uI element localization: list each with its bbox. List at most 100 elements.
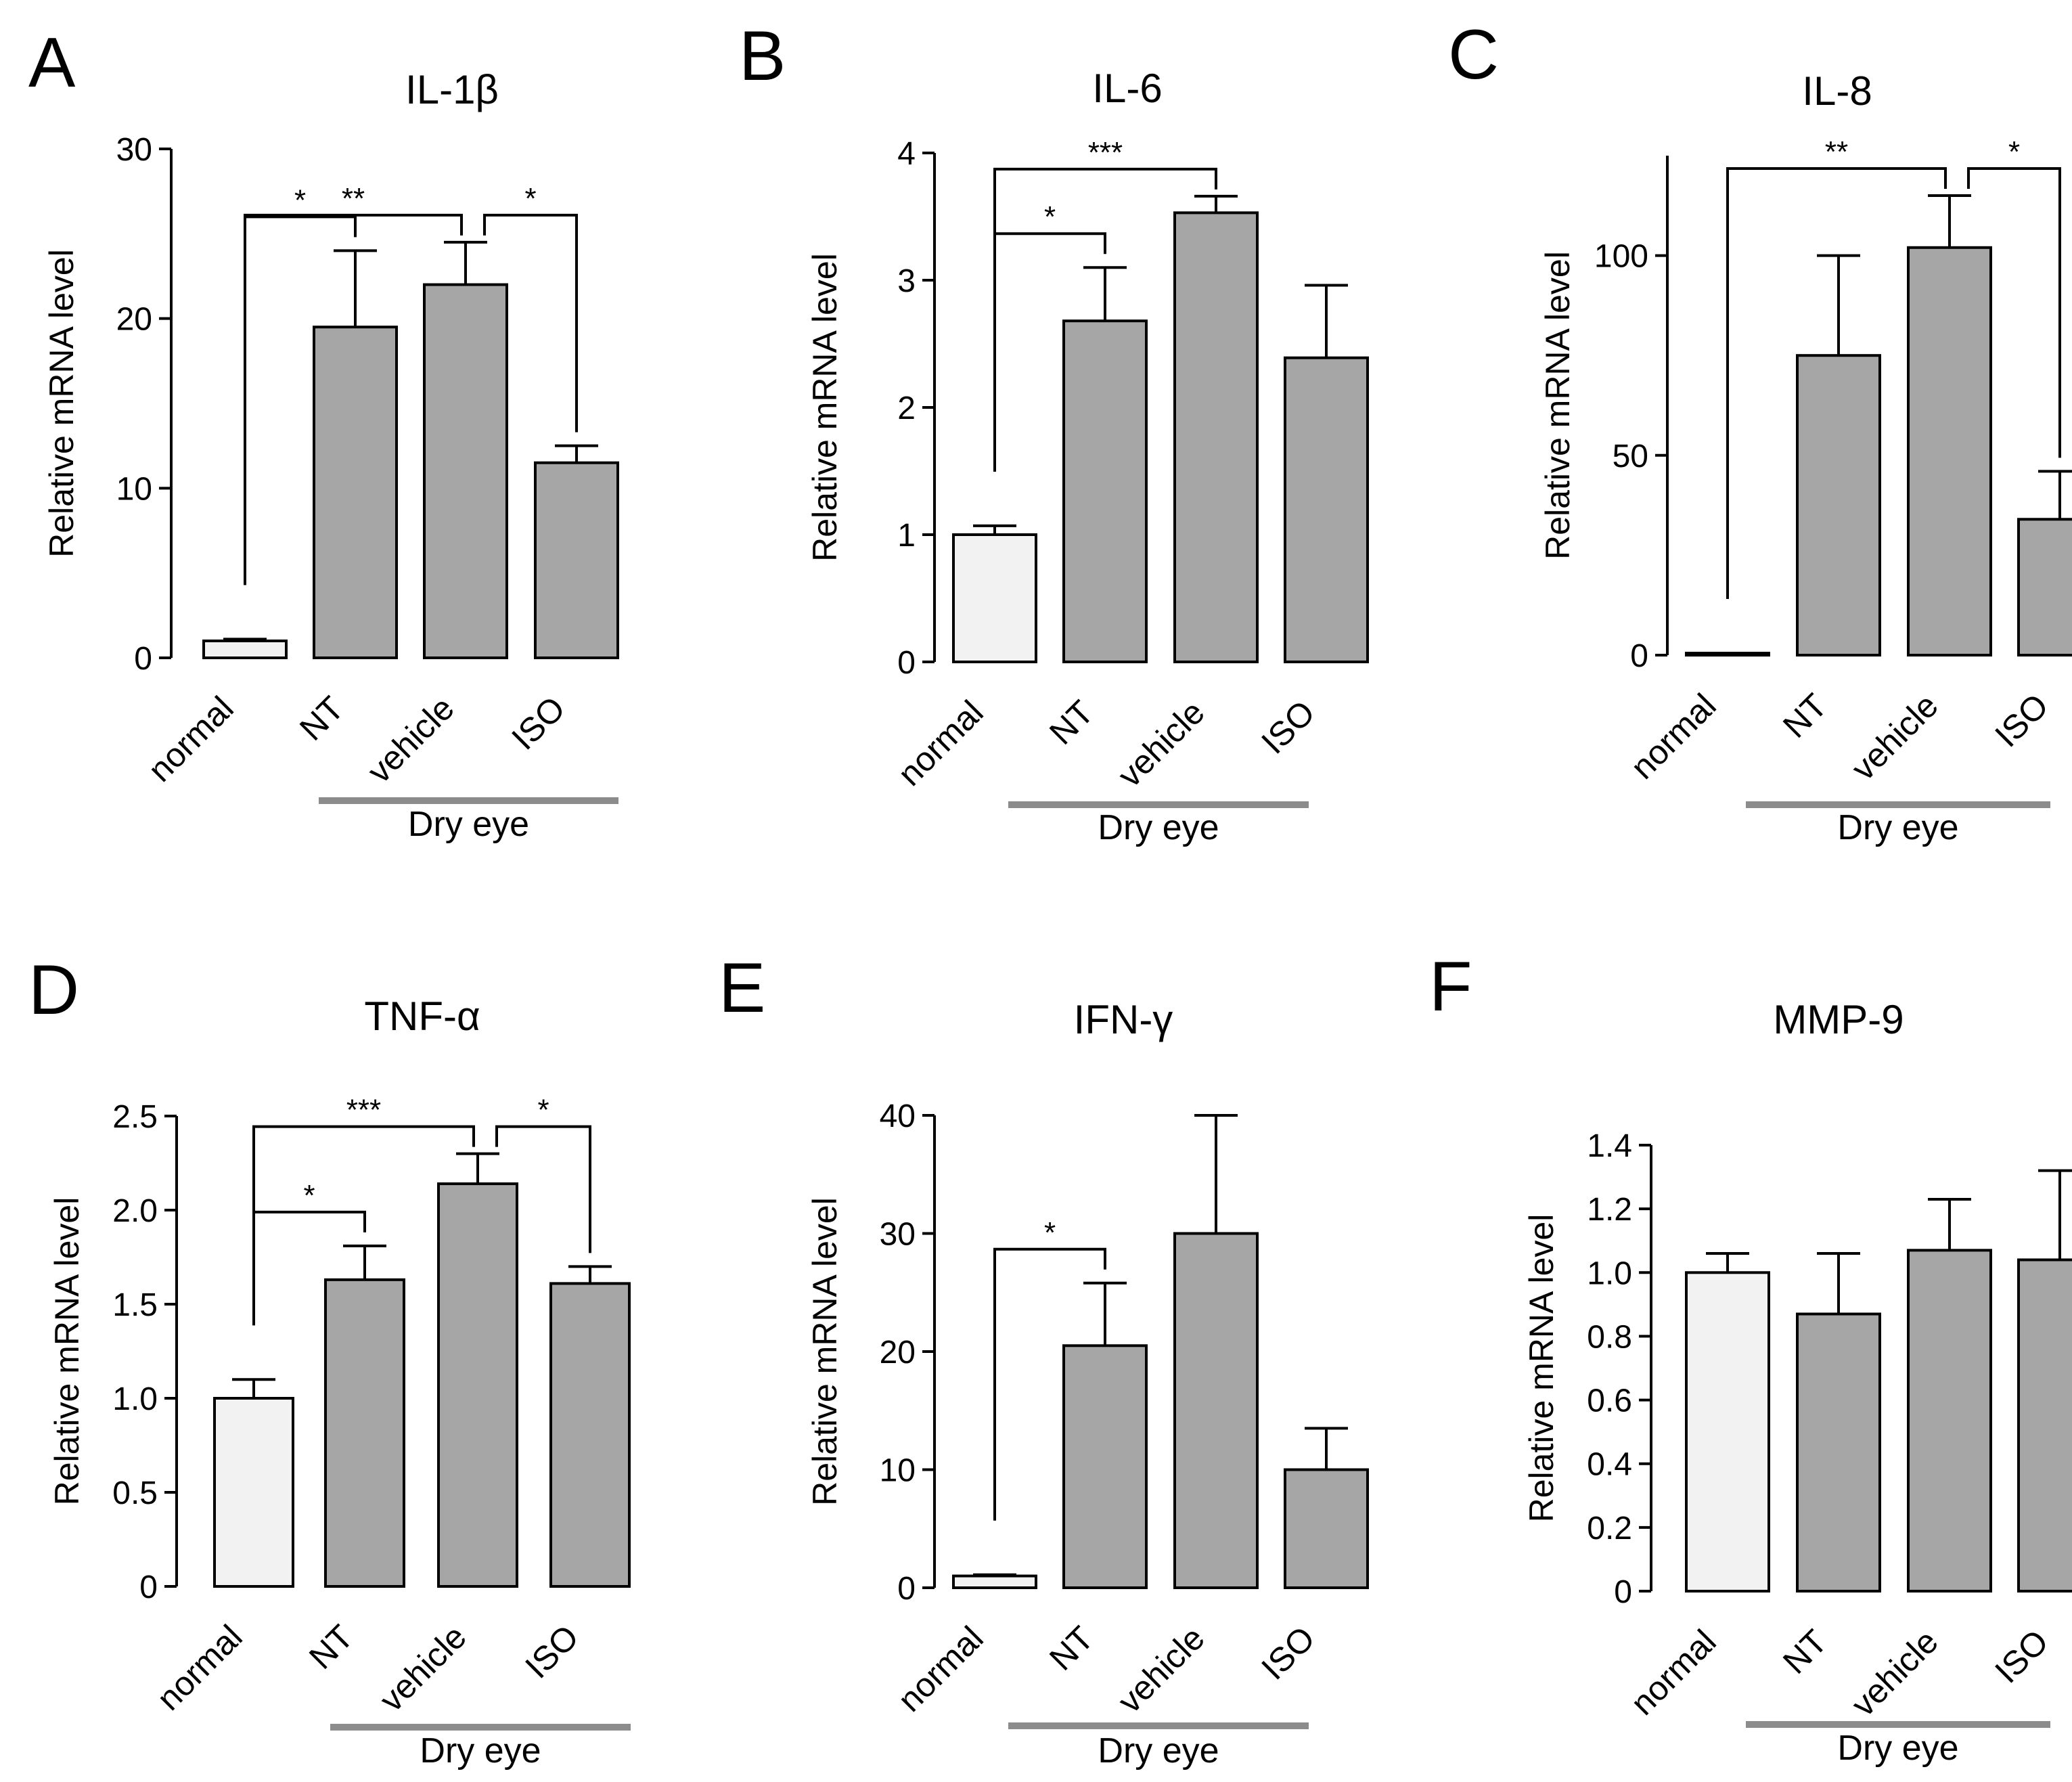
chart-title: MMP-9 xyxy=(1773,997,1904,1042)
bar-vehicle xyxy=(1907,1249,1992,1592)
panel-d: D TNF-α 0 0.5 1.0 1.5 2.0 2.5 Relative mRNA leve… xyxy=(28,951,631,1770)
y-tick-label: 0.8 xyxy=(1587,1319,1632,1355)
bar-vehicle xyxy=(437,1182,518,1588)
bar-vehicle xyxy=(423,283,508,659)
bar-nt xyxy=(1796,1312,1881,1592)
y-axis-label: Relative mRNA level xyxy=(806,253,844,562)
category-label-normal: normal xyxy=(891,1619,991,1719)
bar-nt xyxy=(1796,354,1881,656)
y-tick-label: 0 xyxy=(139,1569,158,1605)
y-tick-label: 2.5 xyxy=(112,1099,158,1135)
bar-iso xyxy=(2017,1258,2072,1592)
category-label-normal: normal xyxy=(1623,1622,1724,1722)
bar-nt xyxy=(1062,319,1148,663)
category-label-vehicle: vehicle xyxy=(372,1618,474,1719)
y-tick-label: 0.4 xyxy=(1587,1447,1632,1483)
significance-label: * xyxy=(2008,135,2020,169)
bar-normal xyxy=(1685,652,1770,657)
bar-normal xyxy=(213,1397,294,1588)
category-label-nt: NT xyxy=(1776,686,1834,745)
y-tick-label: 4 xyxy=(897,136,916,172)
group-label: Dry eye xyxy=(1098,808,1219,847)
panel-letter: A xyxy=(28,24,76,102)
chart-title: TNF-α xyxy=(364,994,480,1039)
y-tick-label: 0.6 xyxy=(1587,1383,1632,1419)
category-label-vehicle: vehicle xyxy=(1844,1622,1945,1724)
significance-label: ** xyxy=(1825,135,1848,169)
y-axis-label: Relative mRNA level xyxy=(1523,1214,1560,1523)
significance-bracket xyxy=(1726,167,1947,600)
y-tick-label: 1.4 xyxy=(1587,1128,1632,1164)
category-label-iso: ISO xyxy=(1254,1619,1322,1687)
group-label: Dry eye xyxy=(1098,1731,1219,1770)
category-label-nt: NT xyxy=(1042,693,1101,752)
significance-bracket xyxy=(252,1125,475,1326)
y-tick-label: 0 xyxy=(897,645,916,681)
panel-letter: F xyxy=(1429,948,1472,1026)
significance-label: * xyxy=(537,1094,549,1127)
category-label-iso: ISO xyxy=(518,1618,586,1686)
group-label: Dry eye xyxy=(1837,808,1958,847)
panel-a: A IL-1β 0 10 20 30 Relative mRNA level normal NT… xyxy=(28,24,619,844)
category-label-normal: normal xyxy=(141,689,241,789)
panel-letter: E xyxy=(719,949,765,1027)
significance-bracket xyxy=(244,213,463,585)
bar-nt xyxy=(324,1278,405,1588)
significance-bracket xyxy=(1967,167,2061,458)
significance-label: * xyxy=(294,183,306,217)
y-tick-label: 1.2 xyxy=(1587,1192,1632,1228)
chart-title: IL-1β xyxy=(405,67,499,112)
panel-letter: C xyxy=(1448,16,1499,94)
category-label-iso: ISO xyxy=(1254,693,1322,761)
bar-nt xyxy=(313,326,398,659)
category-label-nt: NT xyxy=(292,689,351,748)
panel-e: E IFN-γ 0 10 20 30 40 Relative mRNA level normal… xyxy=(719,949,1369,1770)
significance-label: * xyxy=(524,182,536,215)
y-tick-label: 50 xyxy=(1613,439,1648,474)
panel-b: B IL-6 0 1 2 3 4 Relative mRNA level normal NT veh… xyxy=(739,17,1369,847)
y-tick-label: 20 xyxy=(116,302,152,338)
chart-title: IL-6 xyxy=(1092,66,1162,111)
bar-iso xyxy=(534,461,619,659)
y-tick-label: 0 xyxy=(1630,638,1648,674)
significance-label: * xyxy=(1044,200,1056,233)
y-tick-label: 0 xyxy=(1614,1574,1632,1610)
bar-iso xyxy=(2017,518,2072,656)
y-tick-label: 1.0 xyxy=(112,1381,158,1417)
bar-iso xyxy=(549,1282,631,1588)
y-axis-label: Relative mRNA level xyxy=(1539,251,1577,560)
category-label-iso: ISO xyxy=(504,689,572,757)
group-label: Dry eye xyxy=(420,1731,541,1770)
category-label-normal: normal xyxy=(1623,686,1724,786)
bar-normal xyxy=(952,533,1037,663)
bar-normal xyxy=(1685,1271,1770,1593)
y-tick-label: 1.0 xyxy=(1587,1255,1632,1291)
bar-iso xyxy=(1284,356,1369,663)
chart-title: IFN-γ xyxy=(1074,997,1173,1042)
y-tick-label: 0.2 xyxy=(1587,1511,1632,1546)
significance-label: *** xyxy=(346,1094,381,1127)
significance-bracket xyxy=(993,1247,1106,1521)
y-tick-label: 30 xyxy=(880,1217,916,1253)
panel-f: F MMP-9 0 0.2 0.4 0.6 0.8 1.0 1.2 1.4 Relative mRN… xyxy=(1429,948,2072,1768)
bar-vehicle xyxy=(1907,246,1992,656)
category-label-nt: NT xyxy=(1776,1622,1834,1681)
category-label-nt: NT xyxy=(1042,1619,1101,1678)
bar-iso xyxy=(1284,1468,1369,1589)
category-label-vehicle: vehicle xyxy=(1110,693,1212,795)
category-label-iso: ISO xyxy=(1987,686,2056,755)
category-label-vehicle: vehicle xyxy=(360,689,461,790)
y-tick-label: 0 xyxy=(897,1571,916,1607)
group-label: Dry eye xyxy=(1837,1729,1958,1768)
y-tick-label: 2 xyxy=(897,391,916,426)
category-label-iso: ISO xyxy=(1987,1622,2056,1691)
category-label-nt: NT xyxy=(302,1618,361,1676)
significance-bracket xyxy=(495,1125,591,1253)
y-tick-label: 10 xyxy=(116,471,152,507)
significance-label: *** xyxy=(1088,136,1123,169)
y-tick-label: 0.5 xyxy=(112,1475,158,1511)
category-label-normal: normal xyxy=(150,1618,250,1718)
y-tick-label: 3 xyxy=(897,263,916,299)
y-tick-label: 1.5 xyxy=(112,1287,158,1323)
